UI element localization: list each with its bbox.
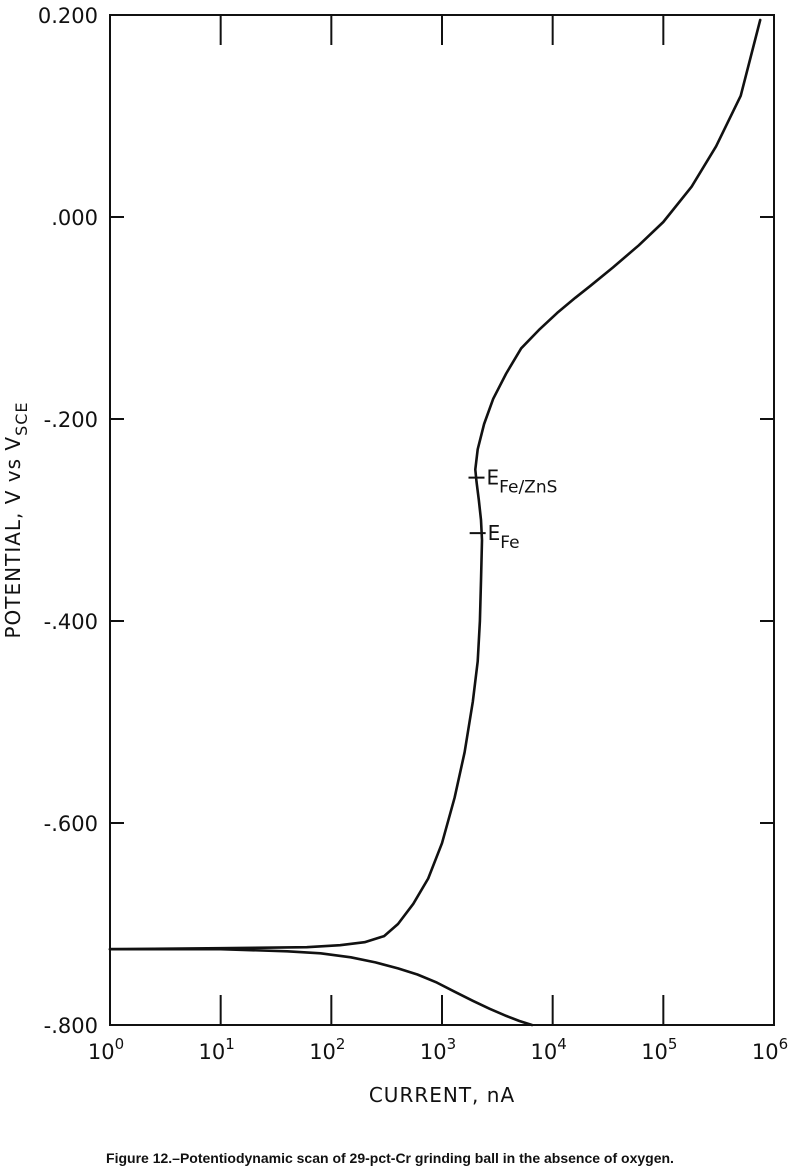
x-tick-label: 101 [199, 1035, 235, 1064]
x-tick-label: 103 [420, 1035, 456, 1064]
y-tick-label: -.800 [44, 1014, 98, 1038]
x-tick-label-exponent: 0 [115, 1035, 125, 1053]
x-tick-label-base: 10 [420, 1040, 447, 1064]
series-line-anodic-branch [108, 18, 762, 951]
annotation-label-base: E [487, 466, 500, 490]
y-axis-ticks: 0.200 .000 -.200 -.400 -.600 -.800 [38, 4, 774, 1038]
plot-frame [109, 14, 775, 1026]
y-tick-label: -.600 [44, 812, 98, 836]
annotation-label-E_Fe_ZnS: EFe/ZnS [487, 466, 558, 498]
annotation-label-subscript: Fe [500, 533, 519, 553]
x-tick-label: 105 [641, 1035, 677, 1064]
x-tick-label-exponent: 1 [225, 1035, 235, 1053]
x-tick-label: 104 [531, 1035, 567, 1064]
x-tick-label-exponent: 5 [668, 1035, 678, 1053]
x-tick-label-base: 10 [88, 1040, 115, 1064]
y-tick-label: -.200 [44, 408, 98, 432]
x-tick-label: 100 [88, 1035, 124, 1064]
x-tick-label-base: 10 [199, 1040, 226, 1064]
y-axis-title-subscript: SCE [12, 401, 31, 435]
figure-caption: Figure 12.–Potentiodynamic scan of 29-pc… [106, 1150, 674, 1166]
x-tick-label-exponent: 2 [336, 1035, 346, 1053]
x-tick-label-exponent: 3 [447, 1035, 457, 1053]
y-axis-title-main: POTENTIAL, V vs V [1, 436, 25, 639]
x-tick-label: 106 [752, 1035, 788, 1064]
x-tick-label: 102 [309, 1035, 345, 1064]
x-tick-label-exponent: 6 [779, 1035, 789, 1053]
x-tick-label-base: 10 [641, 1040, 668, 1064]
x-tick-label-base: 10 [531, 1040, 558, 1064]
series-line-cathodic-branch [108, 947, 534, 1027]
x-tick-label-base: 10 [309, 1040, 336, 1064]
x-tick-label-exponent: 4 [557, 1035, 567, 1053]
x-axis-title: CURRENT, nA [369, 1083, 515, 1107]
y-tick-label: -.400 [44, 610, 98, 634]
annotation-label-base: E [488, 521, 501, 545]
annotation-label-subscript: Fe/ZnS [499, 478, 557, 498]
y-axis-title: POTENTIAL, V vs VSCE [1, 401, 31, 638]
series-layer [108, 18, 762, 1027]
x-axis-ticks: 100 101 102 103 104 105 106 [88, 15, 788, 1064]
annotation-label-E_Fe: EFe [488, 521, 520, 553]
y-tick-label: 0.200 [38, 4, 98, 28]
y-tick-label: .000 [51, 206, 98, 230]
x-tick-label-base: 10 [752, 1040, 779, 1064]
